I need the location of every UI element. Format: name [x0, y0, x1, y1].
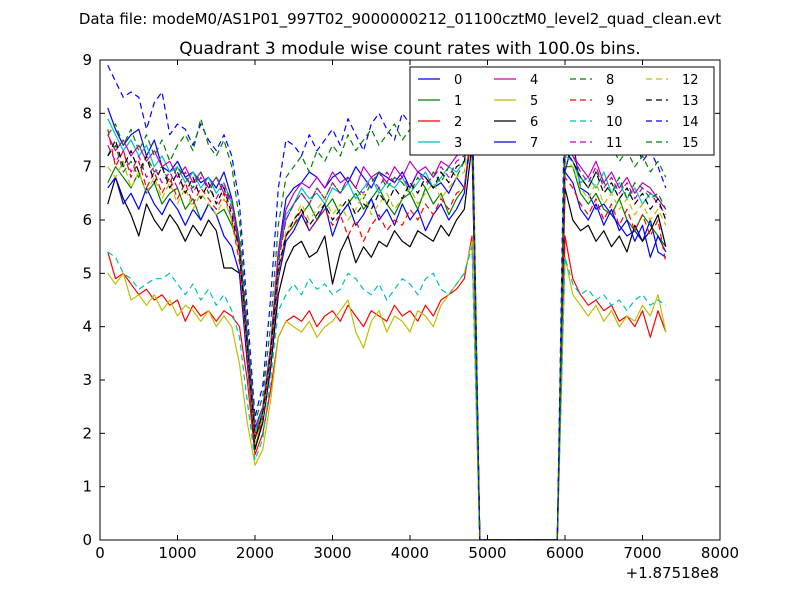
y-tick-label: 5 — [82, 264, 92, 282]
y-tick-label: 0 — [82, 531, 92, 549]
suptitle: Data file: modeM0/AS1P01_997T02_90000002… — [79, 10, 721, 29]
legend-label-11: 11 — [606, 136, 623, 151]
legend-label-10: 10 — [606, 115, 623, 130]
legend-label-7: 7 — [530, 136, 538, 151]
legend-label-1: 1 — [454, 94, 462, 109]
chart-title: Quadrant 3 module wise count rates with … — [179, 39, 640, 59]
series-line-12 — [107, 118, 667, 540]
legend-label-0: 0 — [454, 73, 462, 88]
legend-label-15: 15 — [682, 136, 699, 151]
legend-label-4: 4 — [530, 73, 538, 88]
legend-label-14: 14 — [682, 115, 699, 130]
legend-label-3: 3 — [454, 136, 462, 151]
x-tick-label: 4000 — [391, 544, 429, 562]
y-tick-label: 1 — [82, 478, 92, 496]
legend-label-2: 2 — [454, 115, 462, 130]
y-tick-label: 9 — [82, 51, 92, 69]
series-line-6 — [107, 144, 667, 540]
legend-label-12: 12 — [682, 73, 699, 88]
series-line-2 — [107, 235, 667, 540]
x-tick-label: 3000 — [313, 544, 351, 562]
x-tick-label: 8000 — [701, 544, 739, 562]
series-line-11 — [107, 107, 667, 540]
x-tick-label: 7000 — [623, 544, 661, 562]
x-tick-label: 1000 — [158, 544, 196, 562]
x-tick-label: 2000 — [236, 544, 274, 562]
series-line-8 — [107, 112, 667, 540]
y-tick-label: 7 — [82, 158, 92, 176]
y-tick-label: 2 — [82, 424, 92, 442]
series-line-10 — [107, 246, 667, 540]
y-tick-label: 8 — [82, 104, 92, 122]
x-tick-label: 5000 — [468, 544, 506, 562]
plot-area: 0 1000 2000 3000 4000 5000 6000 7000 80000123456… — [82, 51, 739, 562]
x-tick-label: 0 — [95, 544, 105, 562]
y-tick-label: 4 — [82, 318, 92, 336]
y-tick-label: 3 — [82, 371, 92, 389]
series-line-7 — [107, 123, 667, 540]
legend-frame — [409, 66, 715, 156]
x-offset-label: +1.87518e8 — [626, 564, 719, 582]
series-line-13 — [107, 112, 667, 540]
legend-label-6: 6 — [530, 115, 538, 130]
x-tick-label: 6000 — [546, 544, 584, 562]
legend-label-5: 5 — [530, 94, 538, 109]
y-tick-label: 6 — [82, 211, 92, 229]
legend-label-8: 8 — [606, 73, 614, 88]
series-line-9 — [107, 128, 667, 540]
legend-label-13: 13 — [682, 94, 699, 109]
legend-label-9: 9 — [606, 94, 614, 109]
series-line-5 — [107, 240, 667, 540]
